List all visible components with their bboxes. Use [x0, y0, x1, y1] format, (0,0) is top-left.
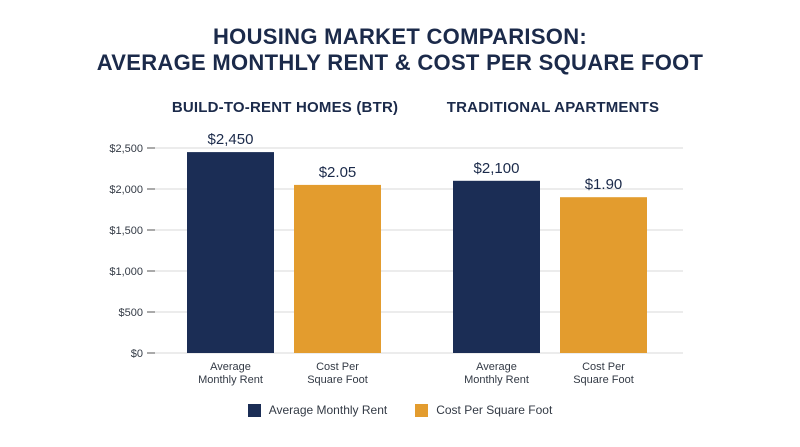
y-tick-label: $2,000 [109, 184, 143, 196]
x-category-label: Square Foot [573, 374, 634, 386]
chart-legend: Average Monthly Rent Cost Per Square Foo… [0, 403, 800, 417]
bar-value-label: $2.05 [319, 164, 357, 181]
legend-label-sqft: Cost Per Square Foot [436, 403, 553, 417]
x-category-label: Square Foot [307, 374, 368, 386]
x-category-label: Monthly Rent [198, 374, 263, 386]
x-category-label: Monthly Rent [464, 374, 529, 386]
x-category-label: Cost Per [316, 361, 359, 373]
bar-rent [187, 152, 274, 353]
x-category-label: Cost Per [582, 361, 625, 373]
x-category-label: Average [476, 361, 517, 373]
legend-swatch-rent [247, 403, 261, 417]
group-title-traditional: TRADITIONAL APARTMENTS [446, 99, 660, 116]
legend-swatch-sqft [415, 403, 429, 417]
chart-title-line-2: AVERAGE MONTHLY RENT & COST PER SQUARE F… [96, 50, 704, 75]
bar-rent [453, 180, 540, 353]
chart-title-line-1: HOUSING MARKET COMPARISON: [212, 24, 588, 49]
bar-sqft [294, 184, 381, 353]
y-tick-label: $1,500 [109, 225, 143, 237]
y-tick-label: $1,000 [109, 266, 143, 278]
bar-value-label: $2,450 [208, 131, 254, 148]
y-tick-label: $500 [119, 307, 143, 319]
legend-item-sqft: Cost Per Square Foot [415, 403, 552, 417]
legend-label-rent: Average Monthly Rent [268, 403, 388, 417]
legend-item-rent: Average Monthly Rent [247, 403, 388, 417]
y-tick-label: $2,500 [109, 143, 143, 155]
bar-value-label: $1.90 [585, 176, 623, 193]
y-tick-label: $0 [131, 348, 143, 360]
x-category-label: Average [210, 361, 251, 373]
group-title-btr: BUILD-TO-RENT HOMES (BTR) [171, 99, 399, 116]
bar-sqft [560, 197, 647, 353]
bar-value-label: $2,100 [474, 160, 520, 177]
